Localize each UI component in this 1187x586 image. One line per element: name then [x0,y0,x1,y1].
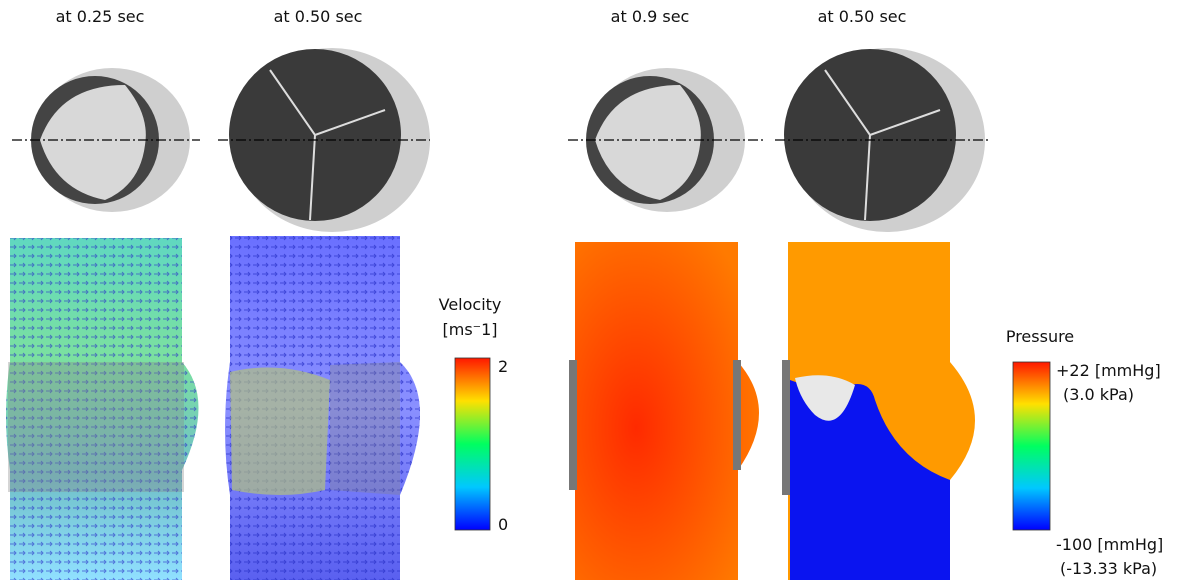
page: {"panels": [ {"title": "at 0.25 sec"}, {… [0,0,1187,582]
colorbar-min: 0 [498,515,508,534]
valve-closed [775,48,990,232]
velocity-colorbar: Velocity [ms⁻1] 2 0 [439,295,509,534]
panel-title: at 0.50 sec [818,7,907,26]
valve-closed [218,48,430,232]
panel-title: at 0.9 sec [611,7,690,26]
panel-title: at 0.50 sec [274,7,363,26]
panel-title: at 0.25 sec [56,7,145,26]
colorbar-title: Velocity [439,295,502,314]
valve-open [568,68,765,212]
velocity-field [225,236,420,580]
pressure-field [782,242,975,580]
colorbar-max-sub: (3.0 kPa) [1063,385,1134,404]
pressure-colorbar: Pressure +22 [mmHg] (3.0 kPa) -100 [mmHg… [1006,327,1163,578]
colorbar-max: 2 [498,357,508,376]
colorbar-title: Pressure [1006,327,1074,346]
velocity-field [6,238,199,580]
pressure-field [569,242,759,580]
colorbar-max: +22 [mmHg] [1056,361,1161,380]
valve-open [12,68,200,212]
figure: at 0.25 sec at 0.50 sec at 0.9 sec at 0.… [0,0,1187,582]
colorbar-unit: [ms⁻1] [442,320,497,339]
colorbar-min-sub: (-13.33 kPa) [1060,559,1157,578]
colorbar-min: -100 [mmHg] [1056,535,1163,554]
